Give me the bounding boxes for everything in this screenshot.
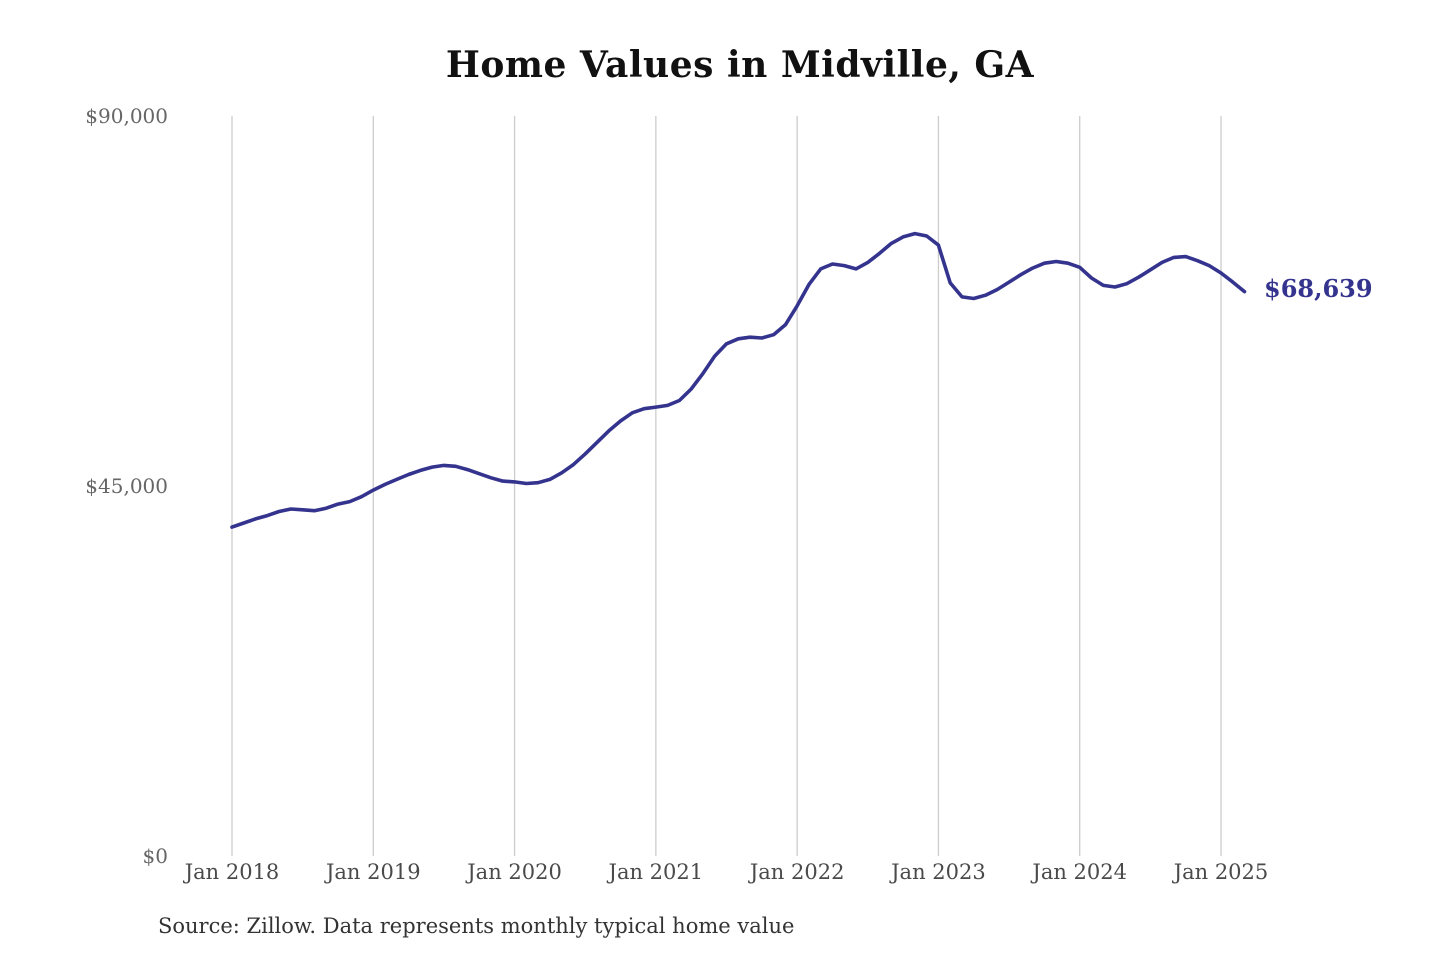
x-tick-label: Jan 2024 (1030, 860, 1127, 884)
x-tick-label: Jan 2018 (183, 860, 280, 884)
y-tick-label: $0 (143, 844, 168, 868)
latest-value-annotation: $68,639 (1264, 274, 1373, 303)
chart-title: Home Values in Midville, GA (445, 44, 1035, 86)
y-tick-label: $90,000 (85, 104, 168, 128)
x-tick-label: Jan 2023 (889, 860, 986, 884)
x-tick-label: Jan 2020 (465, 860, 562, 884)
x-tick-label: Jan 2021 (607, 860, 704, 884)
y-tick-label: $45,000 (85, 474, 168, 498)
x-tick-label: Jan 2025 (1172, 860, 1269, 884)
x-tick-label: Jan 2022 (748, 860, 845, 884)
x-tick-label: Jan 2019 (324, 860, 421, 884)
home-value-line (230, 231, 1247, 529)
source-note: Source: Zillow. Data represents monthly … (158, 914, 795, 938)
